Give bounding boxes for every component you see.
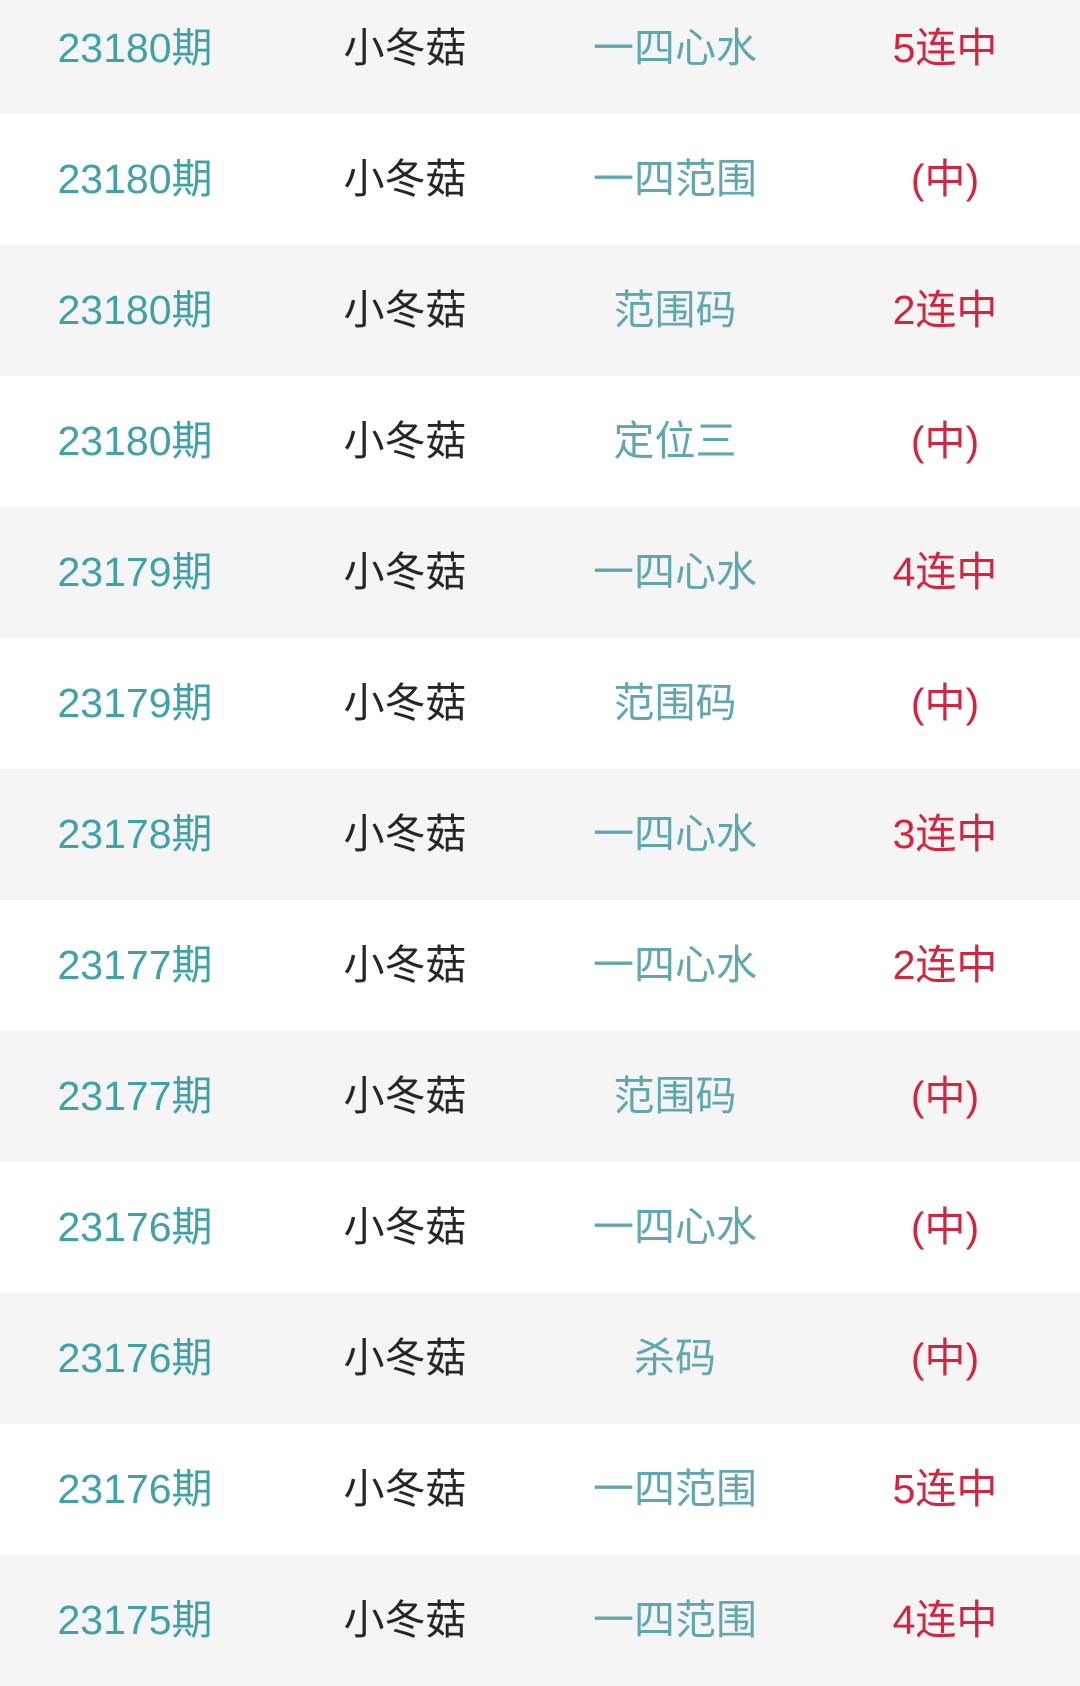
- result-status-label: 3连中: [892, 811, 998, 857]
- tipster-name-label: 小冬菇: [343, 1073, 467, 1119]
- tipster-name-label: 小冬菇: [343, 549, 467, 595]
- period-label: 23176期: [57, 1204, 213, 1250]
- tipster-name-label: 小冬菇: [343, 811, 467, 857]
- record-row[interactable]: 23176期 小冬菇 一四心水 (中): [0, 1162, 1080, 1293]
- result-status-label: 4连中: [892, 549, 998, 595]
- record-row[interactable]: 23180期 小冬菇 一四心水 5连中: [0, 0, 1080, 114]
- tipster-name-label: 小冬菇: [343, 680, 467, 726]
- prediction-type-link[interactable]: 定位三: [613, 418, 737, 464]
- period-label: 23180期: [57, 156, 213, 202]
- result-status-label: (中): [910, 156, 980, 202]
- period-label: 23175期: [57, 1597, 213, 1643]
- period-label: 23180期: [57, 25, 213, 71]
- result-status-label: (中): [910, 680, 980, 726]
- tipster-name-label: 小冬菇: [343, 1204, 467, 1250]
- result-status-label: (中): [910, 1073, 980, 1119]
- period-label: 23180期: [57, 418, 213, 464]
- record-row[interactable]: 23180期 小冬菇 定位三 (中): [0, 376, 1080, 507]
- record-row[interactable]: 23180期 小冬菇 一四范围 (中): [0, 114, 1080, 245]
- record-row[interactable]: 23177期 小冬菇 范围码 (中): [0, 1031, 1080, 1162]
- result-status-label: 5连中: [892, 1466, 998, 1512]
- prediction-type-link[interactable]: 一四范围: [593, 1466, 757, 1512]
- period-label: 23177期: [57, 942, 213, 988]
- record-row[interactable]: 23176期 小冬菇 一四范围 5连中: [0, 1424, 1080, 1555]
- record-row[interactable]: 23179期 小冬菇 一四心水 4连中: [0, 507, 1080, 638]
- record-row[interactable]: 23175期 小冬菇 一四范围 4连中: [0, 1555, 1080, 1686]
- result-status-label: 2连中: [892, 942, 998, 988]
- result-status-label: 4连中: [892, 1597, 998, 1643]
- prediction-type-link[interactable]: 范围码: [613, 680, 737, 726]
- prediction-type-link[interactable]: 一四心水: [593, 811, 757, 857]
- result-status-label: (中): [910, 1204, 980, 1250]
- tipster-name-label: 小冬菇: [343, 418, 467, 464]
- prediction-type-link[interactable]: 杀码: [634, 1335, 716, 1381]
- result-status-label: 5连中: [892, 25, 998, 71]
- prediction-type-link[interactable]: 范围码: [613, 287, 737, 333]
- tipster-name-label: 小冬菇: [343, 942, 467, 988]
- record-row[interactable]: 23178期 小冬菇 一四心水 3连中: [0, 769, 1080, 900]
- prediction-type-link[interactable]: 范围码: [613, 1073, 737, 1119]
- period-label: 23176期: [57, 1335, 213, 1381]
- period-label: 23178期: [57, 811, 213, 857]
- tipster-name-label: 小冬菇: [343, 156, 467, 202]
- prediction-type-link[interactable]: 一四心水: [593, 1204, 757, 1250]
- period-label: 23177期: [57, 1073, 213, 1119]
- tipster-name-label: 小冬菇: [343, 1335, 467, 1381]
- result-status-label: 2连中: [892, 287, 998, 333]
- tipster-name-label: 小冬菇: [343, 1597, 467, 1643]
- tipster-name-label: 小冬菇: [343, 287, 467, 333]
- period-label: 23180期: [57, 287, 213, 333]
- result-status-label: (中): [910, 1335, 980, 1381]
- record-row[interactable]: 23180期 小冬菇 范围码 2连中: [0, 245, 1080, 376]
- result-status-label: (中): [910, 418, 980, 464]
- prediction-type-link[interactable]: 一四心水: [593, 942, 757, 988]
- tipster-name-label: 小冬菇: [343, 25, 467, 71]
- record-row[interactable]: 23179期 小冬菇 范围码 (中): [0, 638, 1080, 769]
- period-label: 23179期: [57, 549, 213, 595]
- prediction-type-link[interactable]: 一四范围: [593, 156, 757, 202]
- prediction-type-link[interactable]: 一四范围: [593, 1597, 757, 1643]
- record-row[interactable]: 23176期 小冬菇 杀码 (中): [0, 1293, 1080, 1424]
- prediction-type-link[interactable]: 一四心水: [593, 549, 757, 595]
- prediction-type-link[interactable]: 一四心水: [593, 25, 757, 71]
- record-row[interactable]: 23177期 小冬菇 一四心水 2连中: [0, 900, 1080, 1031]
- period-label: 23179期: [57, 680, 213, 726]
- period-label: 23176期: [57, 1466, 213, 1512]
- tipster-name-label: 小冬菇: [343, 1466, 467, 1512]
